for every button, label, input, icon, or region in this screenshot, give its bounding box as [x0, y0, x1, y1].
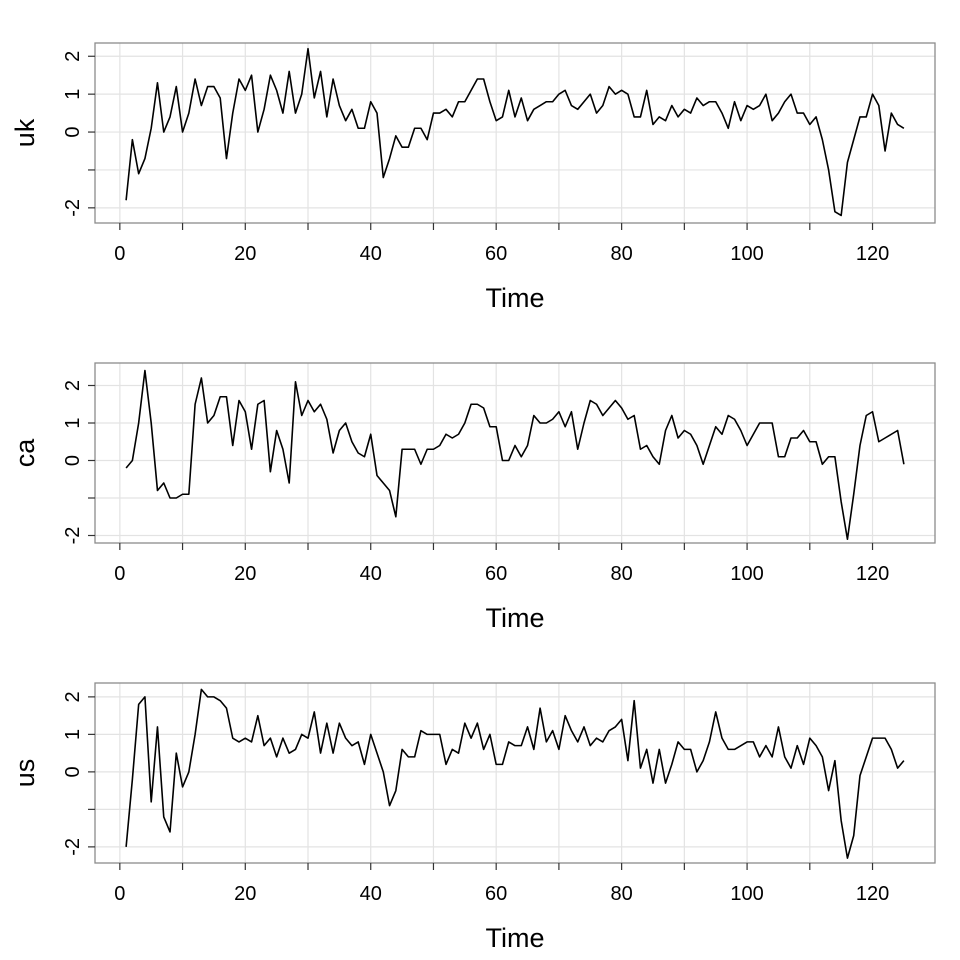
y-tick-label: -2 [62, 199, 84, 217]
x-tick-label: 120 [856, 563, 889, 585]
y-axis-label: us [10, 759, 40, 788]
y-tick-label: 2 [62, 691, 84, 702]
x-tick-label: 40 [360, 243, 382, 265]
y-tick-label: 1 [62, 729, 84, 740]
x-tick-label: 80 [611, 883, 633, 905]
y-tick-label: 0 [62, 126, 84, 137]
plot-frame [94, 42, 936, 224]
series-line [125, 688, 905, 859]
y-tick-label: 2 [62, 51, 84, 62]
y-tick-label: -2 [62, 838, 84, 856]
x-tick-label: 40 [360, 883, 382, 905]
y-tick-label: 1 [62, 89, 84, 100]
x-tick-label: 60 [485, 563, 507, 585]
x-tick-label: 20 [234, 243, 256, 265]
x-tick-label: 20 [234, 563, 256, 585]
x-tick-label: 0 [114, 883, 125, 905]
x-tick-label: 100 [730, 883, 763, 905]
y-axis-label: uk [10, 118, 40, 147]
x-tick-label: 100 [730, 563, 763, 585]
plot-frame [94, 362, 936, 544]
x-tick-label: 0 [114, 243, 125, 265]
y-tick-label: -2 [62, 527, 84, 545]
x-tick-label: 20 [234, 883, 256, 905]
plot-frame [94, 682, 936, 864]
x-tick-label: 120 [856, 243, 889, 265]
y-tick-label: 1 [62, 417, 84, 428]
series-line [125, 47, 905, 217]
x-axis-label: Time [486, 603, 545, 633]
y-tick-label: 0 [62, 455, 84, 466]
x-tick-label: 60 [485, 883, 507, 905]
x-tick-label: 80 [611, 563, 633, 585]
x-tick-label: 80 [611, 243, 633, 265]
y-tick-label: 0 [62, 766, 84, 777]
x-axis-label: Time [486, 283, 545, 313]
y-tick-label: 2 [62, 380, 84, 391]
x-tick-label: 120 [856, 883, 889, 905]
x-tick-label: 100 [730, 243, 763, 265]
x-tick-label: 0 [114, 563, 125, 585]
x-tick-label: 60 [485, 243, 507, 265]
x-axis-label: Time [486, 923, 545, 953]
series-line [125, 369, 905, 541]
x-tick-label: 40 [360, 563, 382, 585]
y-axis-label: ca [10, 438, 40, 468]
